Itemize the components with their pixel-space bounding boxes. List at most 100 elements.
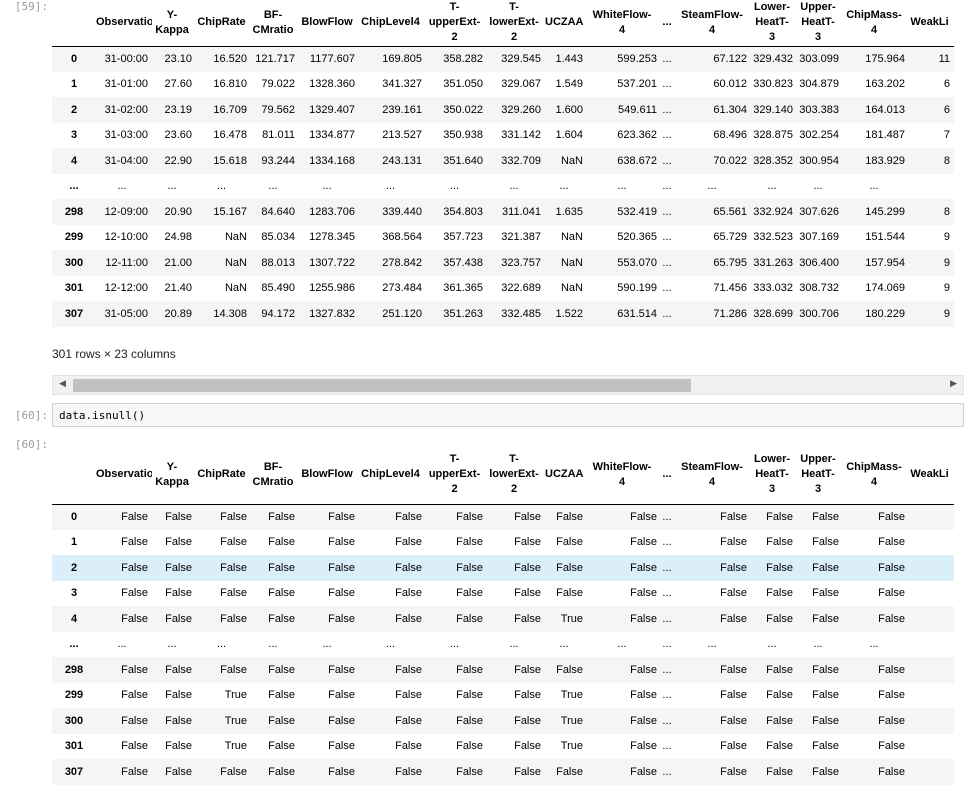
table-cell: 21.40 xyxy=(164,282,192,295)
table-cell: False xyxy=(121,714,148,727)
row-index: 1 xyxy=(70,536,78,549)
table-row: 301 12-12:00 21.40 NaN 85.490 1255.986 273.484… xyxy=(52,276,954,302)
table-cell: 368.564 xyxy=(382,231,422,244)
table-cell: 328.875 xyxy=(753,129,793,142)
table-cell: 84.640 xyxy=(261,205,295,218)
column-header: BlowFlow xyxy=(299,0,359,47)
table-cell: 306.400 xyxy=(799,256,839,269)
table-cell: ... xyxy=(662,78,672,91)
table-cell: ... xyxy=(662,587,672,600)
table-cell: ... xyxy=(385,180,396,193)
row-index: 300 xyxy=(64,256,84,269)
table-cell: 361.365 xyxy=(443,282,483,295)
table-cell xyxy=(909,606,954,632)
table-cell: ... xyxy=(869,180,879,193)
table-cell xyxy=(909,734,954,760)
table-row: 301 False False True False False False False Fal… xyxy=(52,734,954,760)
table-cell: 175.964 xyxy=(865,53,905,65)
column-header: Y- Kappa xyxy=(152,0,196,47)
table-cell: False xyxy=(121,689,148,702)
table-cell: False xyxy=(720,689,747,702)
table-cell: 532.419 xyxy=(617,205,657,218)
table-row: 2 False False False False False False False Fals… xyxy=(52,555,954,581)
table-cell: False xyxy=(812,740,839,753)
table-cell: False xyxy=(165,536,192,549)
table-cell: False xyxy=(812,561,839,574)
table-cell: 9 xyxy=(943,231,950,244)
table-cell: ... xyxy=(509,180,519,193)
table-cell: 164.013 xyxy=(865,103,905,116)
table-cell: 351.050 xyxy=(443,78,483,91)
table-cell: 21.00 xyxy=(164,256,192,269)
scroll-right-arrow-icon[interactable]: ▶ xyxy=(950,378,957,388)
table-cell: 14.308 xyxy=(213,307,247,320)
table-row: 299 12-10:00 24.98 NaN 85.034 1278.345 368.564… xyxy=(52,225,954,251)
row-index: 4 xyxy=(70,612,78,625)
table-cell: False xyxy=(328,663,355,676)
table-cell: ... xyxy=(167,180,177,193)
table-row: 1 False False False False False False False Fals… xyxy=(52,530,954,556)
table-cell: True xyxy=(224,689,247,702)
table-cell: ... xyxy=(813,638,823,651)
table-cell: False xyxy=(878,511,905,523)
table-cell: False xyxy=(220,536,247,549)
table-cell: False xyxy=(630,536,657,549)
table-cell: 303.099 xyxy=(799,53,839,65)
table-cell: False xyxy=(268,511,295,523)
table-cell: 23.60 xyxy=(164,129,192,142)
table-cell: False xyxy=(165,765,192,778)
horizontal-scrollbar[interactable]: ◀ ▶ xyxy=(52,375,964,395)
row-index: 1 xyxy=(70,78,78,91)
table-cell: False xyxy=(630,511,657,523)
scrollbar-thumb[interactable] xyxy=(73,379,691,392)
column-header: ChipRate xyxy=(196,446,251,505)
row-index: 301 xyxy=(64,740,84,753)
table-cell: ... xyxy=(449,638,460,651)
table-cell: 60.012 xyxy=(713,78,747,91)
table-cell: False xyxy=(395,765,422,778)
column-header: SteamFlow- 4 xyxy=(677,0,751,47)
row-index: 4 xyxy=(70,154,78,167)
table-row: 300 False False True False False False False Fal… xyxy=(52,708,954,734)
table-cell: False xyxy=(395,511,422,523)
table-cell: False xyxy=(630,714,657,727)
table-cell: False xyxy=(121,765,148,778)
table-cell: ... xyxy=(449,180,460,193)
scroll-left-arrow-icon[interactable]: ◀ xyxy=(59,378,66,388)
column-header: Observation xyxy=(96,446,152,505)
code-cell-input[interactable]: data.isnull() xyxy=(52,403,964,427)
table-cell: 31-02:00 xyxy=(104,103,148,116)
table-cell: ... xyxy=(617,638,627,651)
column-header: SteamFlow- 4 xyxy=(677,446,751,505)
table-cell: NaN xyxy=(560,231,583,244)
table-cell: False xyxy=(766,663,793,676)
table-cell: False xyxy=(395,612,422,625)
table-cell: 328.352 xyxy=(753,154,793,167)
table-cell: False xyxy=(556,511,583,523)
table-cell: 350.022 xyxy=(443,103,483,116)
table-cell: 6 xyxy=(943,78,950,91)
table-cell: 300.706 xyxy=(799,307,839,320)
table-cell: 354.803 xyxy=(443,205,483,218)
table-cell: ... xyxy=(707,638,717,651)
table-cell: 351.263 xyxy=(443,307,483,320)
table-cell: 16.709 xyxy=(213,103,247,116)
table-cell: NaN xyxy=(224,256,247,269)
column-header: ChipMass- 4 xyxy=(843,0,909,47)
table-cell: False xyxy=(514,612,541,625)
output-prompt-60: [60]: xyxy=(14,438,48,451)
table-cell: 88.013 xyxy=(261,256,295,269)
table-cell: 520.365 xyxy=(617,231,657,244)
table-cell: 311.041 xyxy=(502,205,541,218)
table-cell: False xyxy=(328,765,355,778)
table-cell: False xyxy=(720,511,747,523)
table-cell: False xyxy=(766,536,793,549)
table-cell: ... xyxy=(216,180,227,193)
table-cell: ... xyxy=(662,638,672,651)
table-cell xyxy=(909,708,954,734)
table-cell: 239.161 xyxy=(382,103,422,116)
table-cell: ... xyxy=(662,256,672,269)
